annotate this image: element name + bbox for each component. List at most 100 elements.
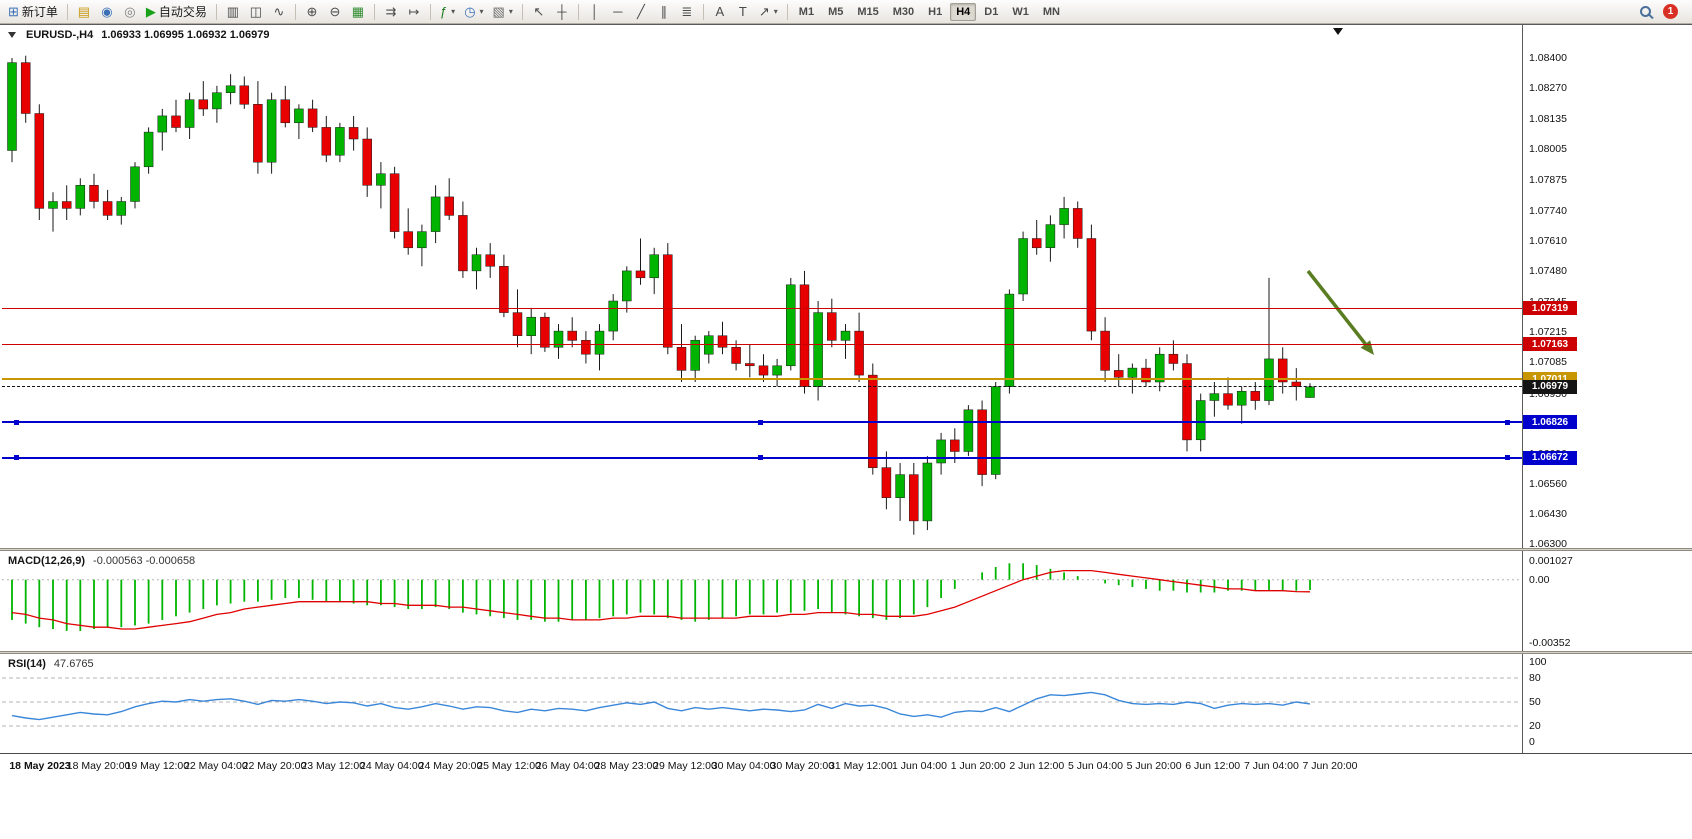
time-axis-label: 30 May 20:00 <box>770 760 835 772</box>
bar-chart-mode-button[interactable]: ▥ <box>222 2 244 22</box>
macd-axis[interactable] <box>1522 551 1692 651</box>
text-label-button[interactable]: T <box>732 2 754 22</box>
price-axis-label: 1.08270 <box>1529 82 1567 95</box>
market-quotes-icon: ▤ <box>77 4 91 19</box>
timeframe-m15-button[interactable]: M15 <box>851 3 884 21</box>
new-order-label: 新订单 <box>21 5 58 19</box>
arrows-button[interactable]: ↗ ▾ <box>755 2 782 22</box>
time-axis[interactable]: 18 May 2023 18 May 20:00 19 May 12:00 22 Ma… <box>0 753 1692 779</box>
periods-icon: ◷ <box>464 4 476 19</box>
price-axis-label: 1.07740 <box>1529 204 1567 217</box>
zoom-in-button[interactable]: ⊕ <box>301 2 323 22</box>
templates-button[interactable]: ▧ ▾ <box>489 2 517 22</box>
rsi-panel[interactable]: RSI(14) 47.6765 100 80 50 20 0 <box>0 654 1692 753</box>
timeframe-w1-button[interactable]: W1 <box>1006 3 1035 21</box>
toolbar-separator <box>702 3 704 20</box>
auto-trading-button[interactable]: ▶ 自动交易 <box>142 2 211 22</box>
zoom-out-button[interactable]: ⊖ <box>324 2 346 22</box>
crosshair-icon: ┼ <box>557 4 567 19</box>
time-axis-label: 26 May 04:00 <box>535 760 600 772</box>
chart-shift-button[interactable]: ↦ <box>403 2 425 22</box>
profile-icon: ◉ <box>101 4 113 19</box>
pivot-line[interactable] <box>2 378 1522 381</box>
profile-button[interactable]: ◉ <box>96 2 118 22</box>
toolbar-separator <box>786 3 788 20</box>
bid-price-line-price-tag: 1.06979 <box>1523 379 1577 394</box>
resistance-line-2[interactable] <box>2 343 1522 345</box>
line-chart-mode-button[interactable]: ∿ <box>268 2 290 22</box>
timeframe-h4-button[interactable]: H4 <box>950 2 977 21</box>
time-axis-label: 29 May 12:00 <box>653 760 717 772</box>
price-chart-panel[interactable]: EURUSD-,H4 1.06933 1.06995 1.06932 1.069… <box>0 24 1692 548</box>
market-quotes-button[interactable]: ▤ <box>73 2 95 22</box>
support-line-1-handle[interactable] <box>758 419 763 425</box>
crosshair-button[interactable]: ┼ <box>551 2 573 22</box>
vertical-line-button[interactable]: │ <box>584 2 606 22</box>
fibonacci-button[interactable]: ≣ <box>676 2 698 22</box>
price-axis-label: 1.07215 <box>1529 326 1567 339</box>
equidistant-channel-button[interactable]: ∥ <box>653 2 675 22</box>
price-axis-label: 1.07610 <box>1529 234 1567 247</box>
panel-divider[interactable] <box>0 548 1692 551</box>
arrows-icon: ↗ <box>758 4 770 19</box>
macd-title: MACD(12,26,9) <box>8 555 86 567</box>
rsi-axis-label: 0 <box>1529 736 1535 748</box>
cursor-icon: ↖ <box>533 4 545 19</box>
price-axis-label: 1.07085 <box>1529 356 1567 369</box>
toolbar-separator <box>521 3 523 20</box>
time-axis-label: 5 Jun 20:00 <box>1126 760 1182 772</box>
support-line-1-handle[interactable] <box>14 419 19 425</box>
auto-scroll-icon: ⇉ <box>385 4 397 19</box>
horizontal-line-icon: ─ <box>613 4 623 19</box>
timeframe-d1-button[interactable]: D1 <box>978 3 1004 21</box>
rsi-header: RSI(14) 47.6765 <box>8 658 94 670</box>
support-line-1-handle[interactable] <box>1505 419 1510 425</box>
timeframe-mn-button[interactable]: MN <box>1037 3 1066 21</box>
tile-windows-button[interactable]: ▦ <box>347 2 369 22</box>
panel-divider[interactable] <box>0 651 1692 654</box>
resistance-line-1[interactable] <box>2 307 1522 309</box>
time-axis-label: 1 Jun 20:00 <box>950 760 1006 772</box>
macd-panel[interactable]: MACD(12,26,9) -0.000563 -0.000658 0.0010… <box>0 551 1692 651</box>
timeframe-h1-button[interactable]: H1 <box>922 3 948 21</box>
candlestick-mode-button[interactable]: ◫ <box>245 2 267 22</box>
timeframe-m1-button[interactable]: M1 <box>793 3 820 21</box>
community-button[interactable]: ◎ <box>119 2 141 22</box>
rsi-axis-label: 100 <box>1529 656 1547 668</box>
notification-badge[interactable]: 1 <box>1663 4 1678 19</box>
trendline-button[interactable]: ╱ <box>630 2 652 22</box>
cursor-button[interactable]: ↖ <box>528 2 550 22</box>
macd-axis-label: 0.00 <box>1529 573 1550 586</box>
new-order-button[interactable]: ⊞ 新订单 <box>4 2 62 22</box>
fibonacci-icon: ≣ <box>681 4 693 19</box>
horizontal-line-button[interactable]: ─ <box>607 2 629 22</box>
indicators-button[interactable]: ƒ ▾ <box>436 2 459 22</box>
window-bottom-area <box>0 779 1692 839</box>
resistance-line-2-price-tag: 1.07163 <box>1523 337 1577 352</box>
timeframe-m5-button[interactable]: M5 <box>822 3 849 21</box>
caret-down-icon: ▾ <box>479 7 484 16</box>
rsi-axis[interactable] <box>1522 654 1692 753</box>
price-axis[interactable] <box>1522 25 1692 548</box>
new-order-icon: ⊞ <box>8 4 19 19</box>
rsi-axis-label: 20 <box>1529 720 1541 732</box>
auto-scroll-button[interactable]: ⇉ <box>380 2 402 22</box>
zoom-out-icon: ⊖ <box>329 4 341 19</box>
support-line-2-handle[interactable] <box>14 455 19 461</box>
macd-axis-label: -0.00352 <box>1529 637 1571 649</box>
resistance-line-1-price-tag: 1.07319 <box>1523 301 1577 316</box>
timeframe-m30-button[interactable]: M30 <box>887 3 920 21</box>
time-axis-label: 6 Jun 12:00 <box>1185 760 1241 772</box>
periods-button[interactable]: ◷ ▾ <box>460 2 487 22</box>
time-axis-label: 24 May 04:00 <box>359 760 424 772</box>
chart-shift-marker-icon[interactable] <box>1333 28 1343 35</box>
time-axis-label: 22 May 04:00 <box>184 760 248 772</box>
support-line-2-handle[interactable] <box>758 455 763 461</box>
one-click-trading-expander-icon[interactable] <box>8 32 16 38</box>
line-chart-mode-icon: ∿ <box>273 4 285 19</box>
text-button[interactable]: A <box>709 2 731 22</box>
caret-down-icon: ▾ <box>508 7 513 16</box>
bid-price-line[interactable] <box>2 386 1522 388</box>
support-line-2-handle[interactable] <box>1505 455 1510 461</box>
search-icon[interactable] <box>1640 6 1651 17</box>
